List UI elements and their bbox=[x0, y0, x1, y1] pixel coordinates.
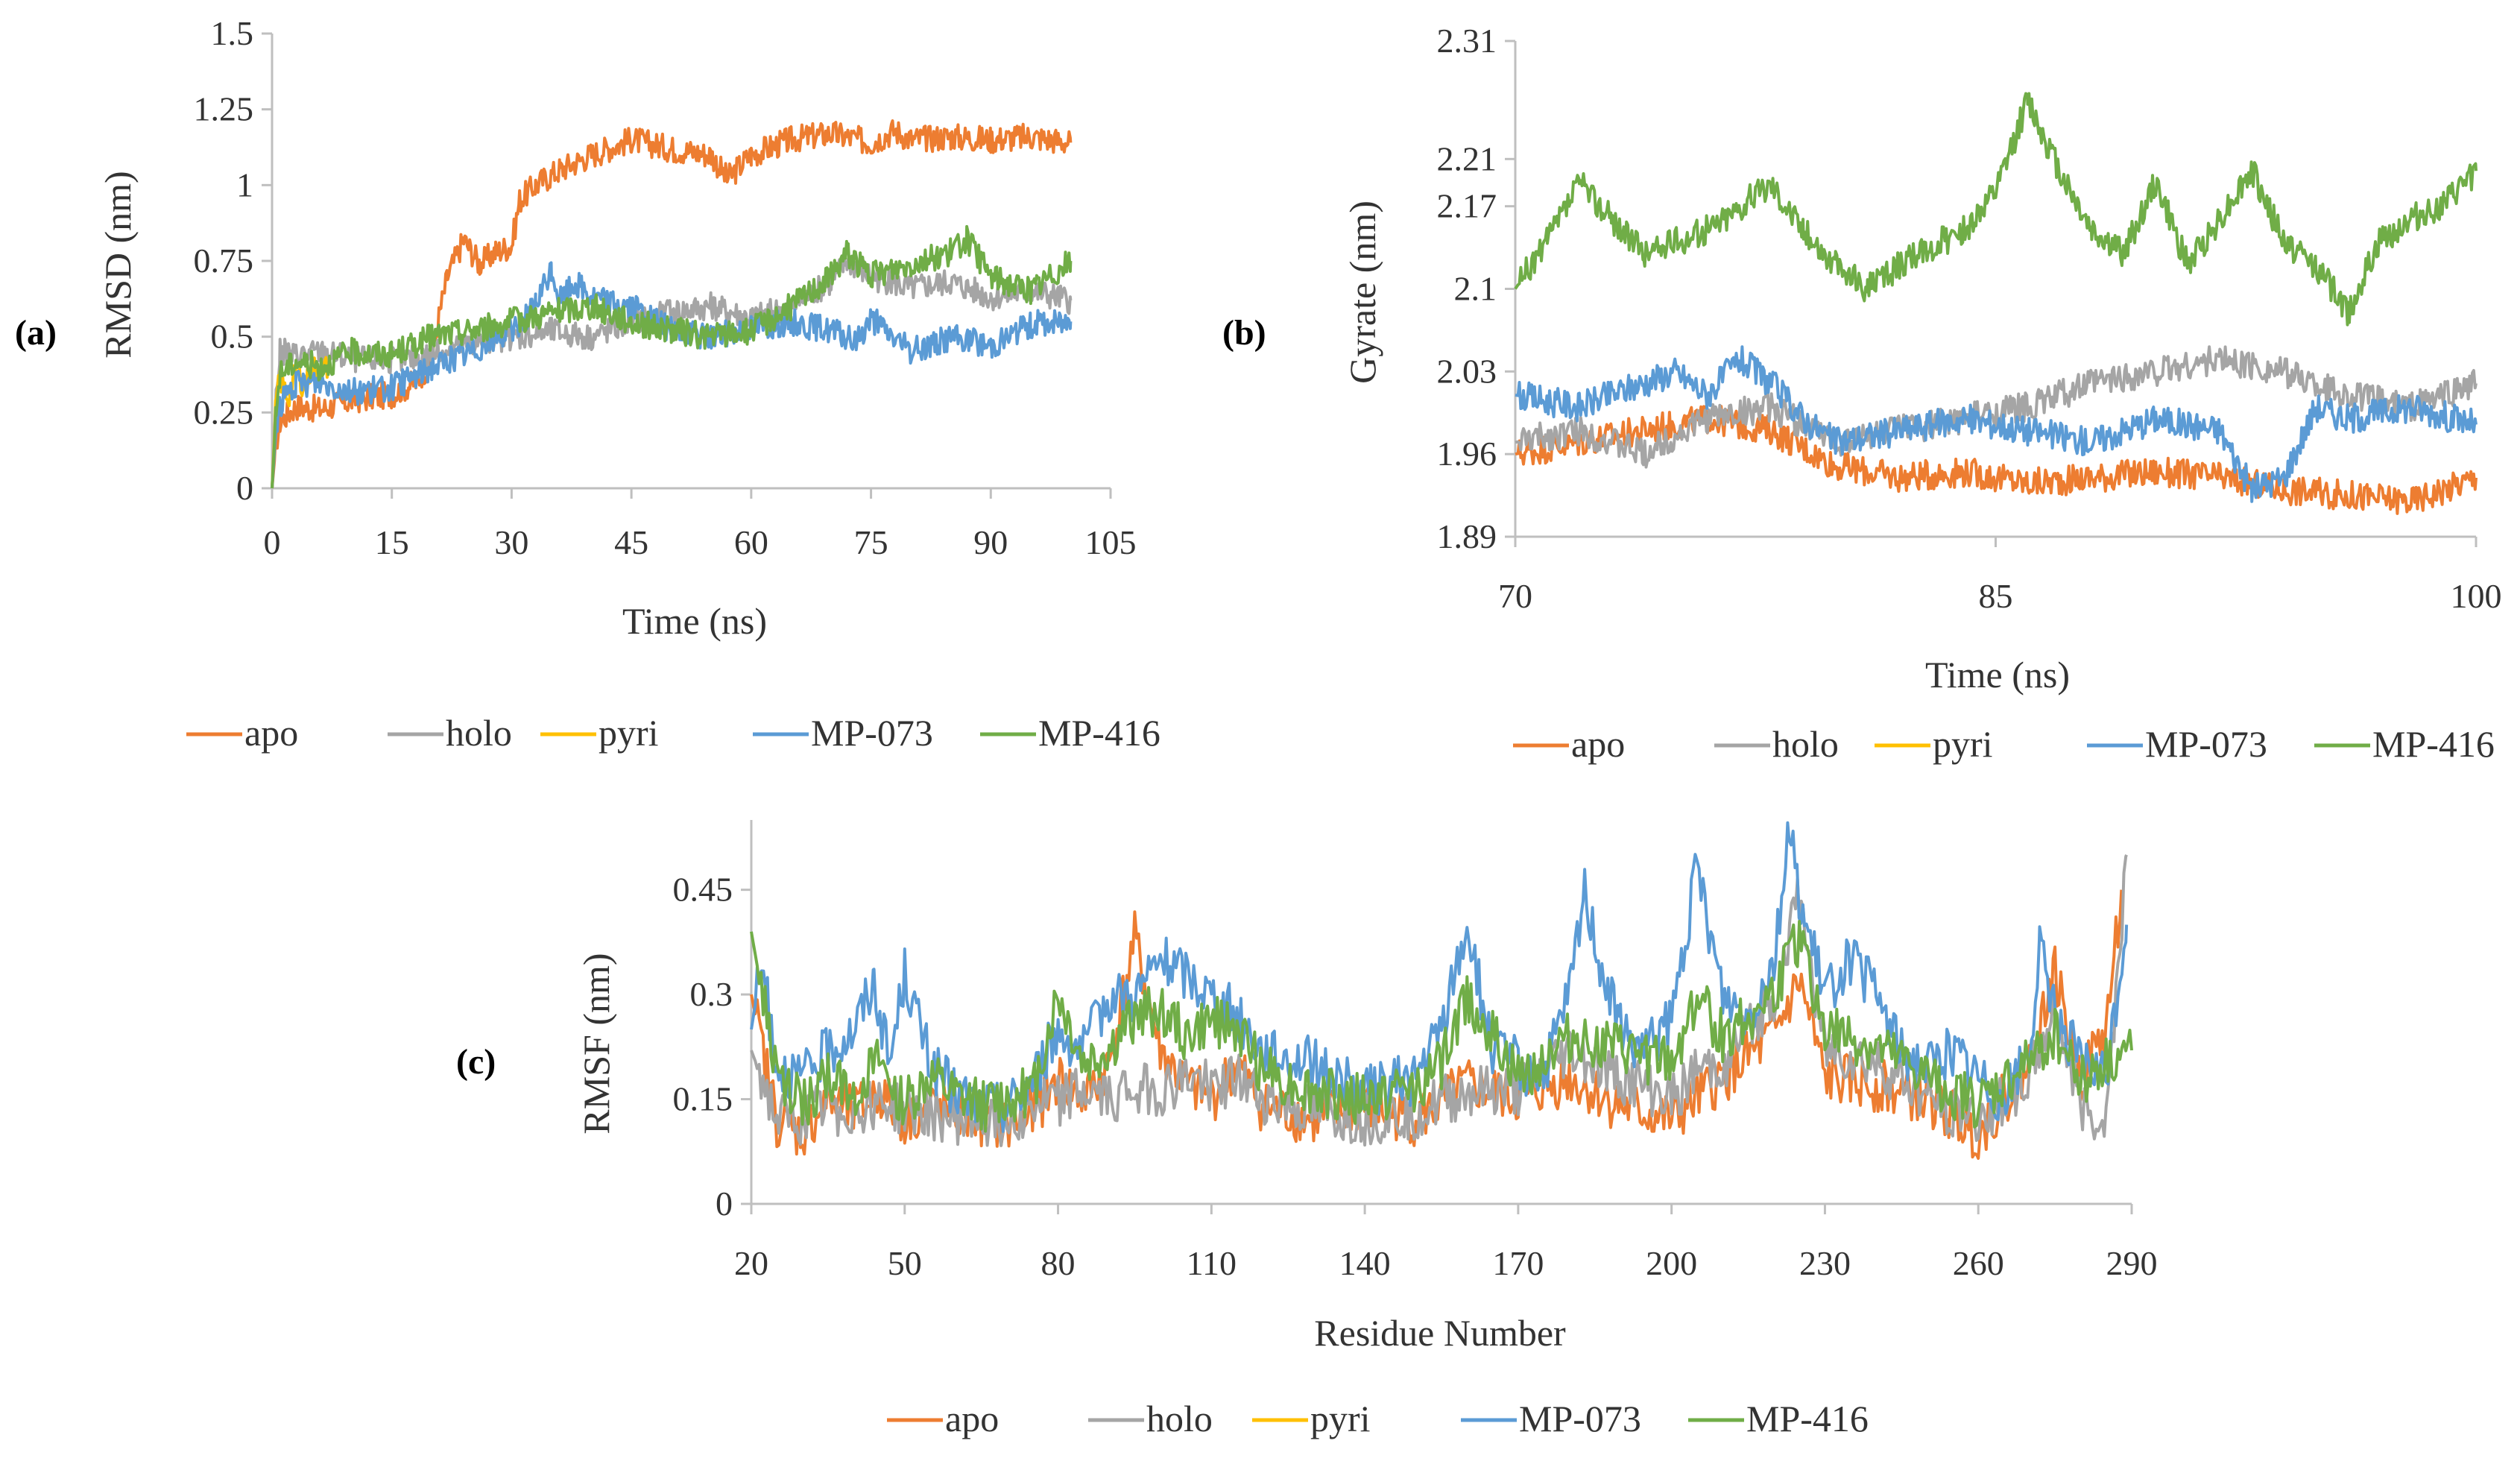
legend-item-mp-073: MP-073 bbox=[2087, 723, 2267, 765]
legend-label: MP-416 bbox=[1038, 712, 1160, 754]
y-tick-label: 0.75 bbox=[194, 242, 254, 280]
legend-label: pyri bbox=[1310, 1398, 1371, 1439]
legend-item-holo: holo bbox=[388, 712, 512, 754]
legend-item-pyri: pyri bbox=[540, 712, 659, 754]
x-tick-label: 260 bbox=[1953, 1244, 2004, 1282]
x-tick-label: 15 bbox=[375, 523, 409, 561]
legend-label: holo bbox=[1146, 1398, 1213, 1439]
rmsd-y-axis-title: RMSD (nm) bbox=[97, 171, 139, 358]
x-tick-label: 85 bbox=[1979, 577, 2013, 615]
x-tick-label: 100 bbox=[2451, 577, 2502, 615]
legend-item-holo: holo bbox=[1714, 723, 1839, 765]
series-line-holo bbox=[271, 252, 1073, 489]
y-tick-label: 1 bbox=[236, 165, 253, 204]
series-line-mp-073 bbox=[271, 261, 1073, 489]
gyrate-plot-area: 1.89 1.96 2.03 2.1 2.17 2.21 2.31 70 85 100 bbox=[1437, 22, 2502, 615]
legend-item-apo: apo bbox=[186, 712, 298, 754]
legend-item-apo: apo bbox=[1513, 723, 1625, 765]
y-tick-label: 0.3 bbox=[690, 975, 733, 1013]
y-tick-label: 0 bbox=[236, 469, 253, 507]
x-tick-label: 170 bbox=[1492, 1244, 1544, 1282]
legend-item-pyri: pyri bbox=[1252, 1398, 1371, 1439]
legend-item-pyri: pyri bbox=[1875, 723, 1993, 765]
series-line-mp-416 bbox=[271, 224, 1073, 489]
y-tick-label: 0.45 bbox=[673, 871, 733, 909]
gyrate-legend: apo holo pyri MP-073 MP-416 bbox=[1513, 723, 2495, 765]
legend-item-mp-416: MP-416 bbox=[2314, 723, 2495, 765]
y-tick-label: 0.25 bbox=[194, 393, 254, 431]
x-tick-label: 50 bbox=[888, 1244, 922, 1282]
legend-label: MP-073 bbox=[811, 712, 933, 754]
legend-label: apo bbox=[945, 1398, 999, 1439]
legend-item-mp-073: MP-073 bbox=[753, 712, 933, 754]
y-tick-label: 0.15 bbox=[673, 1080, 733, 1118]
y-tick-label: 1.25 bbox=[194, 90, 254, 128]
series-line-holo bbox=[1515, 345, 2478, 469]
x-tick-label: 45 bbox=[614, 523, 648, 561]
rmsd-legend: apo holo pyri MP-073 MP-416 bbox=[186, 712, 1160, 754]
panel-label-b: (b) bbox=[1222, 313, 1266, 353]
rmsf-x-axis-title: Residue Number bbox=[1314, 1312, 1566, 1354]
rmsf-chart: (c) 0 0.15 0.3 0.45 20 50 80 110 140 170 200 230 260… bbox=[456, 820, 2158, 1439]
y-tick-label: 2.1 bbox=[1454, 270, 1497, 308]
y-tick-label: 0 bbox=[716, 1184, 733, 1223]
y-tick-label: 2.17 bbox=[1437, 187, 1497, 225]
rmsd-chart: (a) 0 0.25 0.5 0.75 1 1.25 1.5 0 15 30 45 60 75 90 105… bbox=[15, 14, 1160, 754]
series-line-mp-073 bbox=[1515, 345, 2478, 503]
x-tick-label: 80 bbox=[1041, 1244, 1076, 1282]
legend-item-mp-073: MP-073 bbox=[1461, 1398, 1641, 1439]
y-tick-label: 2.21 bbox=[1437, 139, 1497, 177]
panel-label-a: (a) bbox=[15, 313, 57, 353]
x-tick-label: 90 bbox=[973, 523, 1008, 561]
x-tick-label: 20 bbox=[734, 1244, 768, 1282]
rmsd-plot-area: 0 0.25 0.5 0.75 1 1.25 1.5 0 15 30 45 60 75 90 105 bbox=[194, 14, 1137, 561]
series-line-apo bbox=[271, 119, 1073, 489]
legend-label: apo bbox=[1571, 723, 1625, 765]
rmsd-x-axis-title: Time (ns) bbox=[622, 600, 767, 642]
y-tick-label: 1.96 bbox=[1437, 435, 1497, 473]
x-tick-label: 30 bbox=[494, 523, 528, 561]
legend-item-mp-416: MP-416 bbox=[1688, 1398, 1869, 1439]
gyrate-x-axis-title: Time (ns) bbox=[1925, 654, 2070, 695]
legend-item-apo: apo bbox=[887, 1398, 999, 1439]
x-tick-label: 70 bbox=[1498, 577, 1532, 615]
legend-item-mp-416: MP-416 bbox=[980, 712, 1160, 754]
gyrate-y-axis-title: Gyrate (nm) bbox=[1342, 201, 1383, 384]
x-tick-label: 75 bbox=[854, 523, 888, 561]
x-tick-label: 60 bbox=[734, 523, 768, 561]
rmsf-legend: apo holo pyri MP-073 MP-416 bbox=[887, 1398, 1869, 1439]
legend-label: MP-416 bbox=[1746, 1398, 1869, 1439]
y-tick-label: 0.5 bbox=[211, 318, 254, 356]
legend-label: MP-073 bbox=[2145, 723, 2267, 765]
series-line-mp-416 bbox=[750, 920, 2133, 1133]
rmsf-plot-area: 0 0.15 0.3 0.45 20 50 80 110 140 170 200 230 260 290 bbox=[673, 820, 2158, 1282]
x-tick-label: 105 bbox=[1085, 523, 1137, 561]
x-tick-label: 140 bbox=[1339, 1244, 1391, 1282]
x-tick-label: 0 bbox=[264, 523, 281, 561]
x-tick-label: 200 bbox=[1646, 1244, 1697, 1282]
series-line-mp-416 bbox=[1514, 92, 2478, 327]
y-tick-label: 2.31 bbox=[1437, 22, 1497, 60]
y-tick-label: 1.5 bbox=[211, 14, 254, 52]
legend-label: holo bbox=[1772, 723, 1839, 765]
rmsf-y-axis-title: RMSF (nm) bbox=[575, 953, 617, 1134]
legend-label: apo bbox=[244, 712, 298, 754]
x-tick-label: 230 bbox=[1799, 1244, 1851, 1282]
legend-label: MP-416 bbox=[2372, 723, 2495, 765]
legend-label: pyri bbox=[1933, 723, 1993, 765]
legend-label: pyri bbox=[599, 712, 659, 754]
x-tick-label: 110 bbox=[1187, 1244, 1237, 1282]
gyrate-chart: (b) 1.89 1.96 2.03 2.1 2.17 2.21 2.31 70 85 100 T… bbox=[1222, 22, 2502, 765]
y-tick-label: 2.03 bbox=[1437, 352, 1497, 390]
y-tick-label: 1.89 bbox=[1437, 517, 1497, 555]
x-tick-label: 290 bbox=[2106, 1244, 2158, 1282]
legend-label: holo bbox=[446, 712, 512, 754]
legend-label: MP-073 bbox=[1519, 1398, 1641, 1439]
legend-item-holo: holo bbox=[1088, 1398, 1213, 1439]
panel-label-c: (c) bbox=[456, 1042, 496, 1082]
